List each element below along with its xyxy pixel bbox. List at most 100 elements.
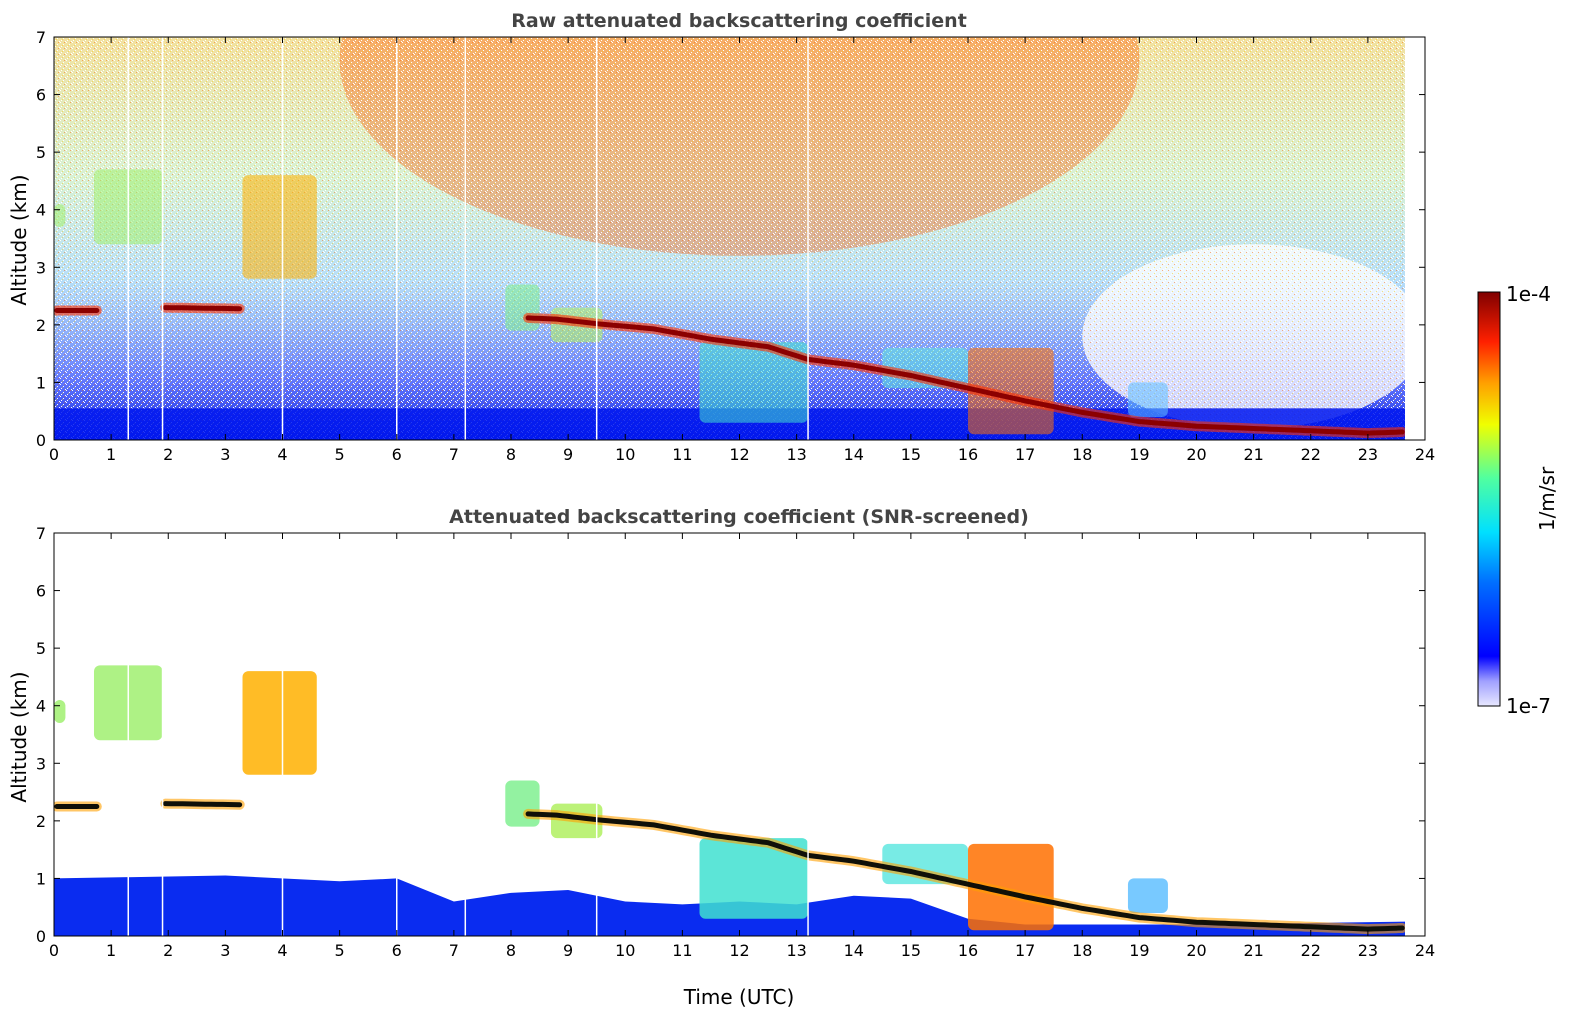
x-tick-label: 18 [1072, 445, 1092, 464]
x-tick-label: 3 [220, 941, 230, 960]
x-tick-label: 21 [1243, 941, 1263, 960]
colorbar-max-label: 1e-4 [1506, 282, 1551, 306]
x-tick-label: 4 [277, 941, 287, 960]
no-data-region [1405, 37, 1425, 440]
x-tick-label: 7 [449, 445, 459, 464]
y-tick-label: 4 [36, 201, 46, 220]
x-tick-label: 10 [615, 445, 635, 464]
x-tick-label: 11 [672, 941, 692, 960]
cirrus-patch [242, 175, 317, 279]
panel-raw-heatmap [54, 37, 1425, 440]
cirrus-patch [505, 780, 540, 827]
cirrus-patch [1127, 878, 1168, 913]
x-tick-label: 4 [277, 445, 287, 464]
x-tick-label: 14 [844, 445, 864, 464]
x-tick-label: 14 [844, 941, 864, 960]
panel-screened-y-axis: 0 1 2 3 4 5 6 7 [36, 524, 1425, 946]
cirrus-patch [968, 843, 1054, 931]
x-tick-label: 0 [49, 445, 59, 464]
x-tick-label: 24 [1415, 445, 1435, 464]
y-tick-label: 0 [36, 431, 46, 450]
x-tick-label: 2 [163, 941, 173, 960]
x-tick-label: 7 [449, 941, 459, 960]
panel-screened-y-label: Altitude (km) [7, 671, 31, 802]
cloud-layer [525, 315, 1405, 436]
x-tick-label: 12 [729, 445, 749, 464]
x-tick-label: 10 [615, 941, 635, 960]
x-tick-label: 15 [901, 941, 921, 960]
cirrus-patch [699, 838, 809, 919]
x-tick-label: 19 [1129, 445, 1149, 464]
x-tick-label: 23 [1358, 445, 1378, 464]
x-tick-label: 21 [1243, 445, 1263, 464]
y-tick-label: 4 [36, 697, 46, 716]
panel-screened-title: Attenuated backscattering coefficient (S… [449, 506, 1029, 528]
y-tick-label: 6 [36, 86, 46, 105]
panel-raw-y-label: Altitude (km) [7, 174, 31, 305]
x-tick-label: 0 [49, 941, 59, 960]
y-tick-label: 1 [36, 869, 46, 888]
x-tick-label: 1 [106, 941, 116, 960]
cloud-layer [162, 801, 243, 808]
colorbar-min-label: 1e-7 [1506, 694, 1551, 718]
x-tick-label: 15 [901, 445, 921, 464]
y-tick-label: 2 [36, 316, 46, 335]
x-tick-label: 6 [392, 941, 402, 960]
cirrus-patch [54, 699, 66, 723]
x-tick-label: 20 [1186, 941, 1206, 960]
y-tick-label: 3 [36, 258, 46, 277]
x-tick-label: 22 [1301, 941, 1321, 960]
y-tick-label: 1 [36, 373, 46, 392]
panel-screened-heatmap [54, 533, 1425, 936]
x-axis-label: Time (UTC) [683, 985, 795, 1009]
x-tick-label: 22 [1301, 445, 1321, 464]
colorbar: 1e-4 1e-7 1/m/sr [1477, 282, 1559, 718]
x-tick-label: 1 [106, 445, 116, 464]
x-tick-label: 16 [958, 445, 978, 464]
x-tick-label: 5 [335, 941, 345, 960]
y-tick-label: 5 [36, 143, 46, 162]
x-tick-label: 9 [563, 445, 573, 464]
y-tick-label: 7 [36, 28, 46, 47]
y-tick-label: 2 [36, 812, 46, 831]
cirrus-patch [242, 671, 317, 775]
x-tick-label: 11 [672, 445, 692, 464]
panel-raw-x-axis: 0 1 2 3 4 5 6 7 8 9 10 11 12 13 14 15 16 17 18 19 20 21 22 23 24 [49, 37, 1435, 464]
x-tick-label: 19 [1129, 941, 1149, 960]
y-tick-label: 7 [36, 524, 46, 543]
x-tick-label: 24 [1415, 941, 1435, 960]
cloud-layer [162, 305, 243, 312]
cirrus-patch [505, 284, 540, 331]
panel-raw-title: Raw attenuated backscattering coefficien… [511, 10, 967, 32]
cirrus-patch [1127, 382, 1168, 417]
panel-raw-y-axis: 0 1 2 3 4 5 6 7 [36, 28, 1425, 450]
x-tick-label: 13 [786, 941, 806, 960]
x-tick-label: 18 [1072, 941, 1092, 960]
x-tick-label: 13 [786, 445, 806, 464]
panel-screened: Attenuated backscattering coefficient (S… [7, 506, 1435, 1009]
x-tick-label: 8 [506, 941, 516, 960]
y-tick-label: 3 [36, 754, 46, 773]
y-tick-label: 6 [36, 582, 46, 601]
x-tick-label: 23 [1358, 941, 1378, 960]
cirrus-patch [54, 203, 66, 227]
x-tick-label: 6 [392, 445, 402, 464]
cirrus-patch [968, 347, 1054, 435]
x-tick-label: 17 [1015, 445, 1035, 464]
x-tick-label: 8 [506, 445, 516, 464]
panel-raw: Raw attenuated backscattering coefficien… [7, 10, 1435, 464]
x-tick-label: 17 [1015, 941, 1035, 960]
x-tick-label: 5 [335, 445, 345, 464]
colorbar-gradient [1477, 291, 1501, 707]
x-tick-label: 3 [220, 445, 230, 464]
panel-screened-x-axis: 0 1 2 3 4 5 6 7 8 9 10 11 12 13 14 15 16 17 18 19 20 21 22 23 24 [49, 533, 1435, 960]
colorbar-unit-label: 1/m/sr [1535, 466, 1559, 531]
cirrus-patch [699, 342, 809, 423]
y-tick-label: 5 [36, 639, 46, 658]
x-tick-label: 20 [1186, 445, 1206, 464]
y-tick-label: 0 [36, 927, 46, 946]
no-data-region [1405, 533, 1425, 936]
x-tick-label: 9 [563, 941, 573, 960]
x-tick-label: 2 [163, 445, 173, 464]
